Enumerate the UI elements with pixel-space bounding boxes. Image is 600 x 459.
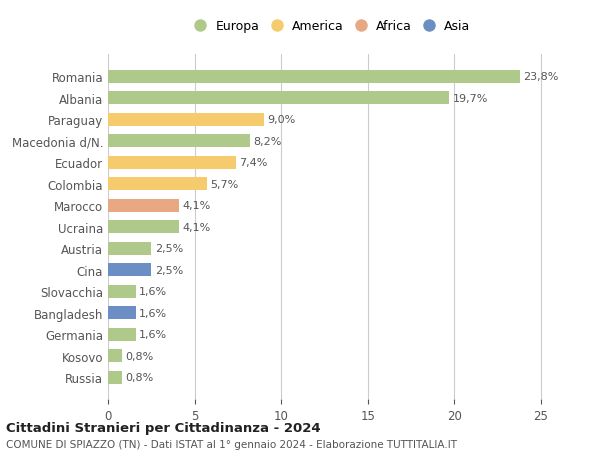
Text: 5,7%: 5,7% (210, 179, 238, 189)
Bar (108, 349, 122, 362)
Bar (108, 285, 136, 298)
Text: 7,4%: 7,4% (239, 158, 268, 168)
Text: 23,8%: 23,8% (523, 72, 559, 82)
Text: 2,5%: 2,5% (155, 265, 183, 275)
Bar (108, 371, 122, 384)
Bar (108, 307, 136, 319)
Bar (108, 221, 179, 234)
Bar (108, 113, 264, 127)
Text: 4,1%: 4,1% (182, 222, 211, 232)
Bar (108, 135, 250, 148)
Legend: Europa, America, Africa, Asia: Europa, America, Africa, Asia (191, 17, 475, 37)
Text: 1,6%: 1,6% (139, 286, 167, 297)
Text: COMUNE DI SPIAZZO (TN) - Dati ISTAT al 1° gennaio 2024 - Elaborazione TUTTITALIA: COMUNE DI SPIAZZO (TN) - Dati ISTAT al 1… (6, 440, 457, 449)
Bar (108, 92, 449, 105)
Bar (108, 263, 151, 276)
Text: 19,7%: 19,7% (452, 94, 488, 104)
Text: 8,2%: 8,2% (253, 136, 282, 146)
Bar (108, 178, 206, 191)
Text: 4,1%: 4,1% (182, 201, 211, 211)
Bar (108, 328, 136, 341)
Bar (108, 157, 236, 169)
Text: 2,5%: 2,5% (155, 244, 183, 254)
Bar (108, 242, 151, 255)
Text: 0,8%: 0,8% (125, 351, 154, 361)
Bar (108, 199, 179, 212)
Text: Cittadini Stranieri per Cittadinanza - 2024: Cittadini Stranieri per Cittadinanza - 2… (6, 421, 320, 435)
Text: 1,6%: 1,6% (139, 308, 167, 318)
Bar (108, 71, 520, 84)
Text: 0,8%: 0,8% (125, 372, 154, 382)
Text: 1,6%: 1,6% (139, 330, 167, 339)
Text: 9,0%: 9,0% (267, 115, 295, 125)
